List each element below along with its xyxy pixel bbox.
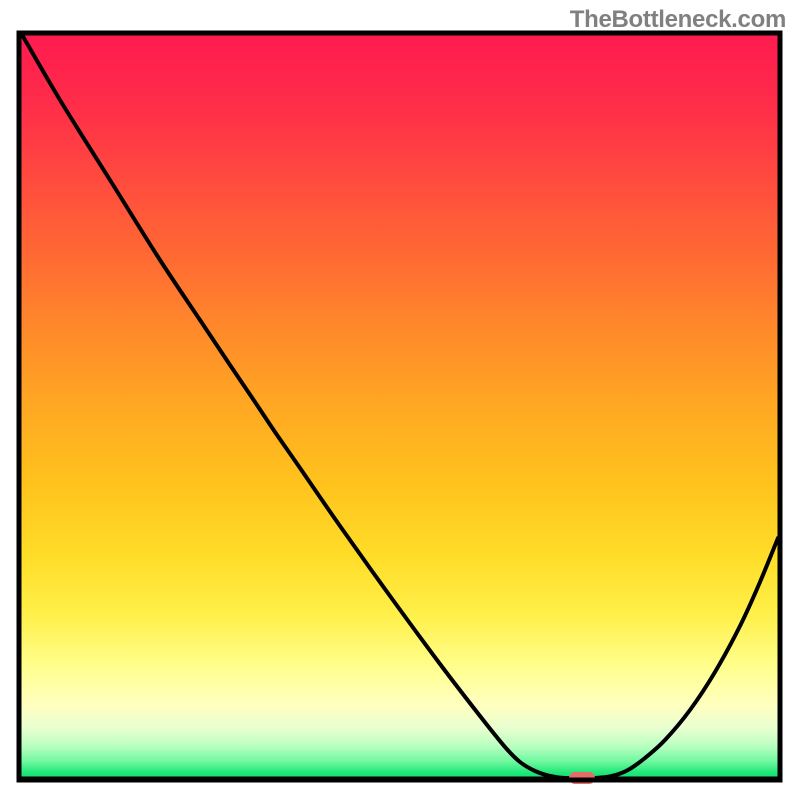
bottleneck-chart: TheBottleneck.com (0, 0, 800, 800)
watermark-text: TheBottleneck.com (570, 6, 786, 34)
chart-svg (0, 0, 800, 800)
plot-background (19, 33, 780, 780)
